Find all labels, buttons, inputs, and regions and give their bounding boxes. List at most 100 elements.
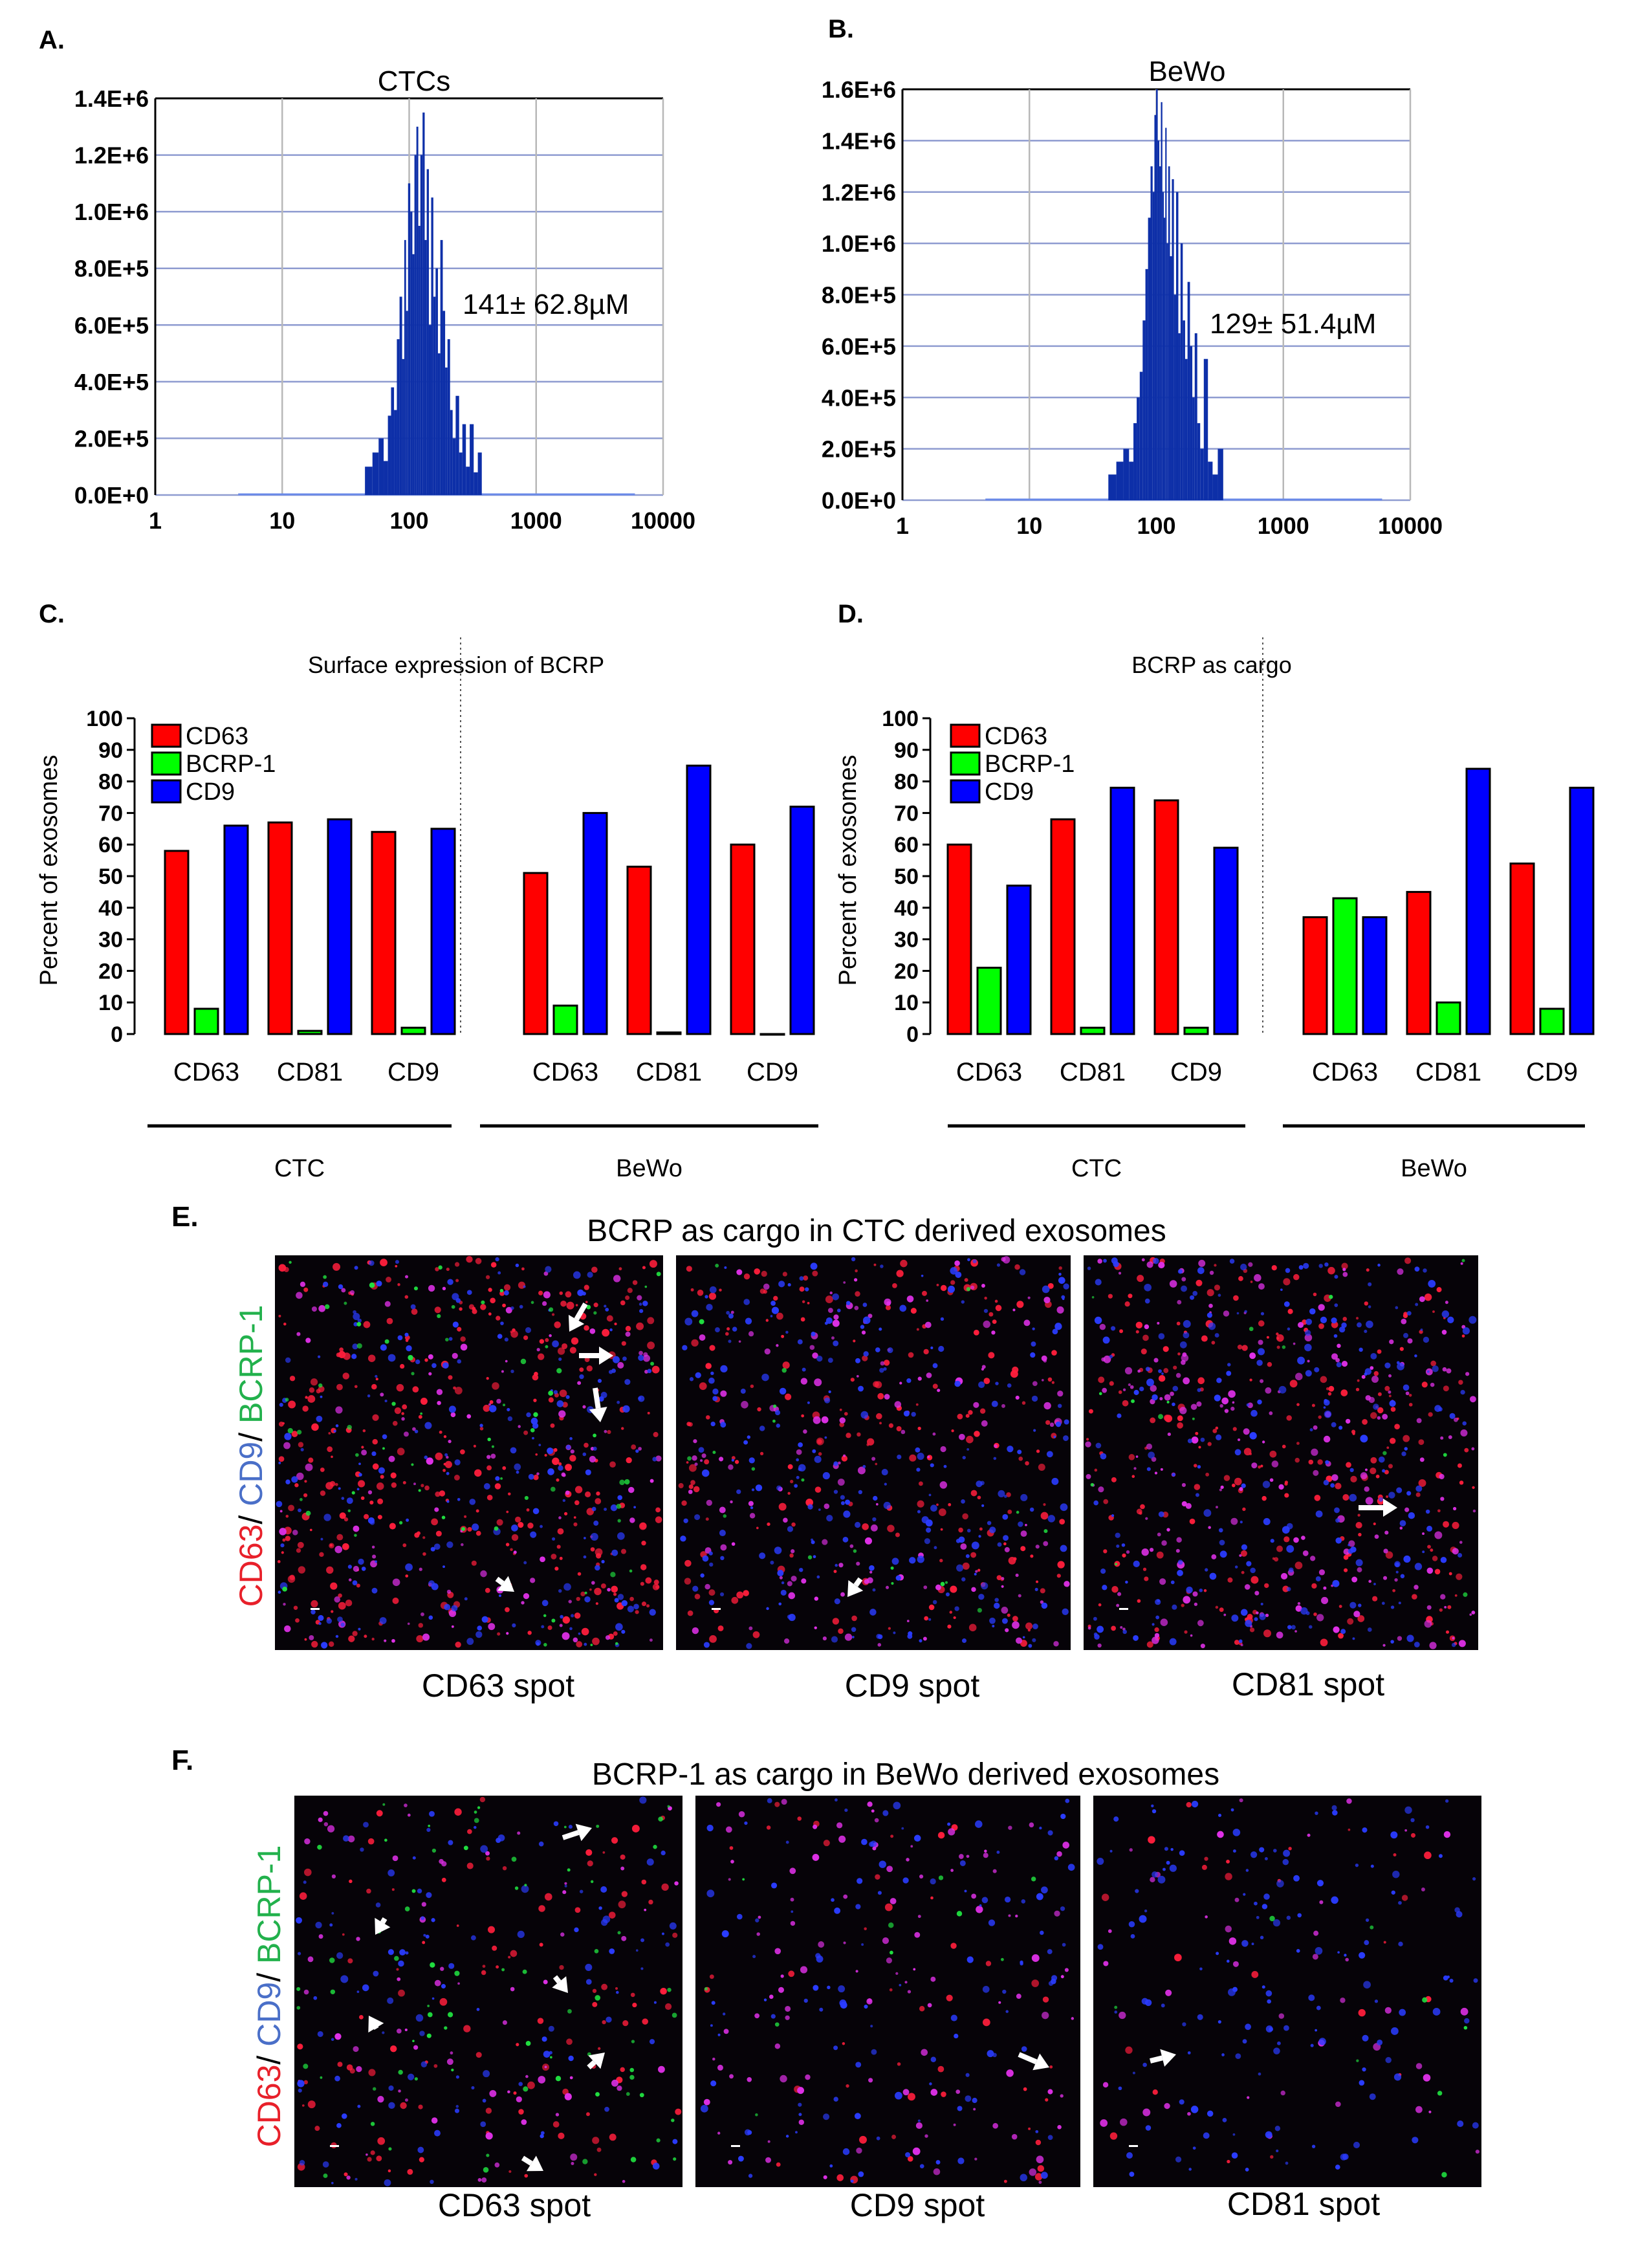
group-label-d-0: CTC	[1071, 1155, 1122, 1182]
arrow-e-1	[568, 1302, 588, 1332]
panel-letter-b: B.	[828, 15, 854, 43]
bar-c-0-0	[164, 850, 190, 1035]
bar-c-0-1	[193, 1007, 219, 1035]
y-tick-c-3: 30	[98, 928, 123, 952]
micrograph-spots-f-3	[1097, 1798, 1480, 2178]
x-tick-b-0: 1	[896, 512, 909, 539]
category-label-d-1: CD81	[1060, 1058, 1126, 1086]
category-label-c-4: CD81	[636, 1058, 702, 1086]
histogram-bar-a-4	[388, 415, 391, 495]
y-axis-label-d: Percent of exosomes	[835, 755, 862, 986]
bar-d-1-0	[1050, 818, 1076, 1035]
y-tick-a-3: 6.0E+5	[74, 312, 149, 338]
histogram-bar-a-14	[412, 254, 415, 495]
channel-cd63-f: CD63	[251, 2065, 287, 2148]
channel-cd9-e: CD9	[233, 1442, 269, 1506]
category-label-c-2: CD9	[388, 1058, 439, 1086]
y-tick-d-6: 60	[894, 833, 919, 857]
bar-d-3-0	[1302, 916, 1328, 1035]
arrow-f-6	[521, 2155, 543, 2172]
bar-c-3-0	[523, 872, 549, 1035]
bar-d-2-2	[1213, 846, 1239, 1035]
histogram-bar-a-26	[437, 353, 441, 495]
histogram-bar-a-6	[394, 410, 397, 495]
histogram-bar-b-1	[1116, 461, 1124, 500]
histogram-bar-b-29	[1185, 358, 1188, 500]
histogram-bar-a-15	[414, 155, 417, 496]
micrograph-spots-f-2	[700, 1798, 1075, 2184]
y-ticks-c: 0 10 20 30 40 50 60 70 80 90 100	[86, 637, 461, 1047]
histogram-bar-b-20	[1166, 243, 1168, 500]
arrow-f-8	[1150, 2049, 1176, 2067]
histogram-bar-a-30	[447, 339, 450, 495]
y-tick-d-8: 80	[894, 770, 919, 795]
bar-c-3-2	[582, 811, 608, 1035]
y-axis-label-c: Percent of exosomes	[36, 755, 63, 986]
legend-swatch-c-2	[151, 779, 182, 804]
caption-e-3: CD81 spot	[1232, 1666, 1384, 1702]
histogram-bar-a-1	[372, 452, 379, 495]
category-label-d-3: CD63	[1312, 1058, 1378, 1086]
legend-label-d-0: CD63	[985, 723, 1047, 750]
chart-title-a: CTCs	[378, 65, 450, 97]
y-tick-c-8: 80	[98, 770, 123, 795]
category-label-c-5: CD9	[747, 1058, 798, 1086]
histogram-bar-b-18	[1164, 217, 1166, 500]
y-tick-a-5: 1.0E+6	[74, 199, 149, 225]
caption-f-1: CD63 spot	[438, 2187, 591, 2223]
panel-letter-c: C.	[39, 600, 65, 628]
y-tick-a-1: 2.0E+5	[74, 425, 149, 452]
histogram-bar-a-11	[406, 311, 408, 495]
micrograph-spots-e-2	[678, 1256, 1070, 1649]
group-labels-d: CTC BeWo	[948, 1124, 1585, 1182]
y-tick-c-9: 90	[98, 738, 123, 763]
category-labels-c: CD63 CD81 CD9 CD63 CD81 CD9	[173, 1058, 798, 1086]
bar-c-1-0	[267, 821, 293, 1035]
histogram-bar-b-19	[1165, 127, 1167, 500]
bars-c	[164, 764, 815, 1036]
legend-swatch-d-2	[950, 779, 981, 804]
histogram-bar-b-33	[1194, 333, 1197, 500]
x-tick-a-3: 1000	[510, 507, 562, 534]
histogram-bar-a-21	[426, 169, 429, 495]
histogram-bar-b-35	[1200, 448, 1204, 500]
bar-d-5-1	[1539, 1007, 1565, 1035]
bar-c-4-2	[686, 764, 712, 1035]
histogram-bar-a-24	[433, 296, 436, 495]
micrograph-e-1	[275, 1255, 663, 1650]
category-label-c-3: CD63	[532, 1058, 598, 1086]
y-tick-b-2: 4.0E+5	[822, 384, 896, 411]
histogram-bar-b-39	[1218, 448, 1223, 500]
histogram-bar-b-22	[1170, 256, 1172, 500]
y-tick-d-0: 0	[906, 1022, 919, 1047]
channel-sep-f2: /	[251, 1964, 287, 1982]
y-tick-b-6: 1.2E+6	[822, 179, 896, 206]
group-label-d-1: BeWo	[1401, 1155, 1467, 1182]
micrographs-f	[294, 1796, 1481, 2187]
x-tick-a-2: 100	[389, 507, 428, 534]
histogram-bars-a	[365, 112, 482, 496]
histogram-bar-a-28	[442, 311, 446, 495]
channel-cd63-e: CD63	[233, 1525, 269, 1607]
scale-bar-f-1	[330, 2145, 339, 2147]
arrow-f-5	[587, 2053, 605, 2069]
panel-letter-f: F.	[171, 1745, 193, 1776]
bar-d-2-0	[1153, 799, 1179, 1035]
bar-c-1-1	[297, 1029, 323, 1035]
histogram-bar-b-3	[1129, 461, 1134, 500]
bar-c-5-0	[730, 843, 756, 1035]
scale-bar-e-2	[712, 1608, 721, 1610]
histogram-bar-a-31	[450, 410, 453, 495]
micrographs-e	[275, 1255, 1478, 1650]
caption-f-3: CD81 spot	[1227, 2186, 1380, 2222]
y-tick-d-10: 100	[882, 707, 919, 731]
bar-d-4-1	[1436, 1001, 1461, 1035]
arrow-e-2	[579, 1347, 613, 1365]
arrow-f-7	[1018, 2052, 1049, 2071]
category-label-d-4: CD81	[1415, 1058, 1481, 1086]
micrograph-bg-f-2	[695, 1796, 1080, 2187]
mean-annotation-a: 141± 62.8µM	[463, 289, 629, 320]
arrow-f-2	[375, 1917, 391, 1935]
histogram-bar-b-15	[1159, 166, 1161, 500]
